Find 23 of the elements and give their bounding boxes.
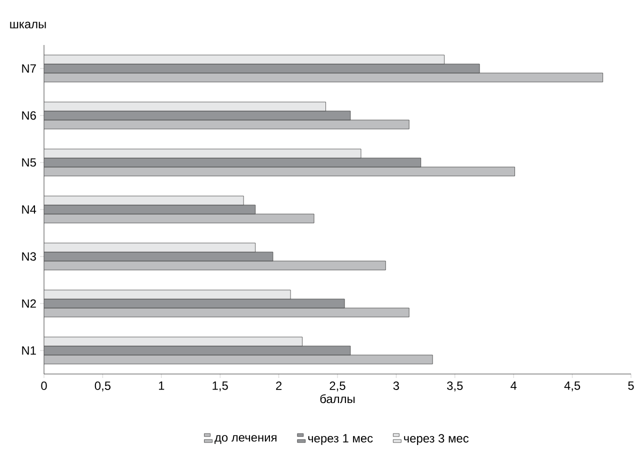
legend-label: через 3 мес <box>404 434 469 445</box>
x-axis-title: баллы <box>320 394 355 404</box>
legend-label: через 1 мес <box>308 434 373 445</box>
x-tick-label: 3 <box>393 382 399 390</box>
x-tick-label: 4,5 <box>564 382 580 392</box>
x-tick-label: 1,5 <box>212 382 228 392</box>
y-tick-label: N7 <box>22 64 36 73</box>
x-tick-label: 2 <box>276 382 282 390</box>
y-tick-label: N2 <box>22 299 36 308</box>
x-tick-label: 4 <box>510 382 517 390</box>
x-tick-label: 2,5 <box>330 382 346 392</box>
legend-label: до лечения <box>214 435 276 444</box>
y-tick-label: N1 <box>22 346 36 355</box>
y-tick-label: N3 <box>22 252 36 261</box>
x-tick-label: 5 <box>628 382 634 390</box>
x-tick-label: 1 <box>158 382 164 390</box>
y-axis-title: шкалы <box>10 22 46 28</box>
x-tick-label: 0,5 <box>94 382 110 392</box>
y-tick-label: N6 <box>22 111 36 120</box>
y-tick-label: N4 <box>22 205 36 214</box>
x-tick-label: 0 <box>41 382 47 390</box>
x-tick-label: 3,5 <box>447 382 463 392</box>
y-tick-label: N5 <box>22 158 36 167</box>
